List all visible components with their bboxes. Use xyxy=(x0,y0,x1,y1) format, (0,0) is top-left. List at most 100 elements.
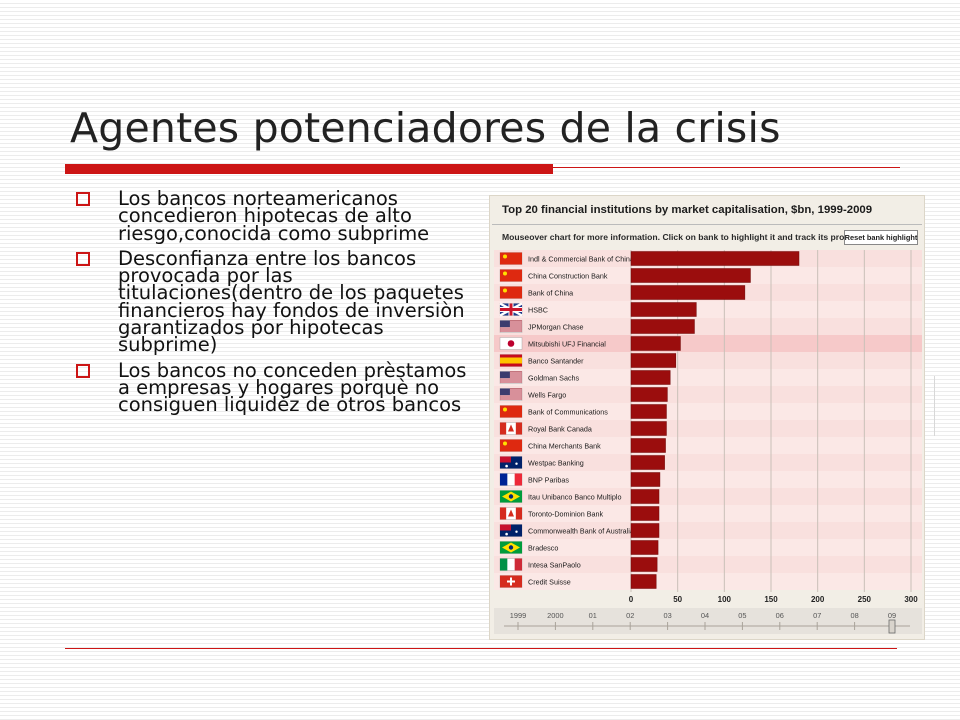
flag-italy-icon xyxy=(499,558,523,571)
flag-canada-icon xyxy=(499,507,523,520)
flag-china-icon xyxy=(499,269,523,282)
bar xyxy=(630,472,661,487)
bank-label: Goldman Sachs xyxy=(528,374,580,383)
x-tick-label: 50 xyxy=(673,595,682,604)
chart-row-background xyxy=(494,539,922,556)
flag-switzerland-icon xyxy=(499,575,523,588)
timeline-label: 01 xyxy=(589,611,597,620)
timeline-label: 2000 xyxy=(547,611,563,620)
timeline-track xyxy=(494,608,922,634)
timeline-label: 04 xyxy=(701,611,709,620)
bullet-item: Los bancos norteamericanos concedieron h… xyxy=(74,187,474,245)
x-tick-label: 150 xyxy=(764,595,778,604)
bank-label: Royal Bank Canada xyxy=(528,425,592,434)
flag-australia-icon xyxy=(499,524,523,537)
reset-highlight-button[interactable]: Reset bank highlight xyxy=(844,230,918,245)
timeline-label: 05 xyxy=(738,611,746,620)
bank-label: JPMorgan Chase xyxy=(528,323,584,332)
side-rule xyxy=(934,376,935,436)
bar xyxy=(630,370,671,385)
bar xyxy=(630,285,746,300)
timeline-label: 06 xyxy=(776,611,784,620)
chart-instructions: Mouseover chart for more information. Cl… xyxy=(502,232,870,242)
x-tick-label: 100 xyxy=(718,595,732,604)
chart-row-background xyxy=(494,454,922,471)
bar xyxy=(630,506,660,521)
bar xyxy=(630,438,666,453)
bar xyxy=(630,353,677,368)
bank-label: China Merchants Bank xyxy=(528,442,601,451)
timeline-label: 08 xyxy=(850,611,858,620)
flag-france-icon xyxy=(499,473,523,486)
timeline-label: 1999 xyxy=(510,611,526,620)
bank-label: Toronto-Dominion Bank xyxy=(528,510,604,519)
slide-title: Agentes potenciadores de la crisis xyxy=(70,104,781,152)
chart-row-background xyxy=(494,471,922,488)
bank-label: Bradesco xyxy=(528,544,558,553)
flag-china-icon xyxy=(499,405,523,418)
chart-row-background xyxy=(494,369,922,386)
bullet-list: Los bancos norteamericanos concedieron h… xyxy=(74,187,474,422)
chart-row-background xyxy=(494,573,922,590)
flag-usa-icon xyxy=(499,371,523,384)
timeline-label: 09 xyxy=(888,611,896,620)
bank-label: HSBC xyxy=(528,306,548,315)
chart-row-background xyxy=(494,335,922,352)
flag-usa-icon xyxy=(499,320,523,333)
timeline-label: 07 xyxy=(813,611,821,620)
bullet-square-icon xyxy=(76,192,90,206)
bullet-text: Los bancos norteamericanos concedieron h… xyxy=(118,187,430,245)
chart-row-background xyxy=(494,522,922,539)
bullet-square-icon xyxy=(76,251,90,266)
bank-label: Westpac Banking xyxy=(528,459,584,468)
bullet-item: Los bancos no conceden prèstamos a empre… xyxy=(74,360,474,414)
bar xyxy=(630,302,697,317)
timeline-label: 02 xyxy=(626,611,634,620)
chart-panel: Top 20 financial institutions by market … xyxy=(489,195,925,640)
bank-label: BNP Paribas xyxy=(528,476,569,485)
bank-label: Bank of Communications xyxy=(528,408,608,417)
flag-china-icon xyxy=(499,439,523,452)
flag-spain-icon xyxy=(499,354,523,367)
bullet-square-icon xyxy=(76,363,90,378)
bank-label: Credit Suisse xyxy=(528,578,571,587)
bank-label: Bank of China xyxy=(528,289,573,298)
bank-label: Mitsubishi UFJ Financial xyxy=(528,340,606,349)
x-tick-label: 0 xyxy=(629,595,634,604)
chart-row-background xyxy=(494,505,922,522)
bar xyxy=(630,574,657,589)
flag-china-icon xyxy=(499,286,523,299)
bar xyxy=(630,336,681,351)
footer-rule xyxy=(65,648,897,649)
chart-row-background xyxy=(494,301,922,318)
chart-row-background xyxy=(494,403,922,420)
flag-canada-icon xyxy=(499,422,523,435)
chart-row-background xyxy=(494,437,922,454)
bar xyxy=(630,489,660,504)
chart-title: Top 20 financial institutions by market … xyxy=(502,204,873,216)
flag-usa-icon xyxy=(499,388,523,401)
bank-label: China Construction Bank xyxy=(528,272,608,281)
flag-japan-icon xyxy=(499,337,523,350)
timeline-slider-handle[interactable] xyxy=(888,619,896,634)
bullet-text: Desconfianza entre los bancos provocada … xyxy=(118,246,465,357)
bullet-item: Desconfianza entre los bancos provocada … xyxy=(74,246,474,357)
chart-row-background xyxy=(494,386,922,403)
bank-label: Commonwealth Bank of Australia xyxy=(528,527,634,536)
chart-row-background xyxy=(494,318,922,335)
chart-row-background xyxy=(494,420,922,437)
flag-china-icon xyxy=(499,252,523,265)
bar xyxy=(630,268,751,283)
bar xyxy=(630,523,660,538)
title-underline-thin xyxy=(553,167,900,168)
flag-brazil-icon xyxy=(499,490,523,503)
bank-label: Banco Santander xyxy=(528,357,584,366)
title-underline-thick xyxy=(65,164,553,174)
timeline-label: 03 xyxy=(663,611,671,620)
bar xyxy=(630,251,800,266)
flag-brazil-icon xyxy=(499,541,523,554)
bank-label: Itau Unibanco Banco Multiplo xyxy=(528,493,622,502)
bar xyxy=(630,404,667,419)
bar xyxy=(630,455,665,470)
flag-australia-icon xyxy=(499,456,523,469)
